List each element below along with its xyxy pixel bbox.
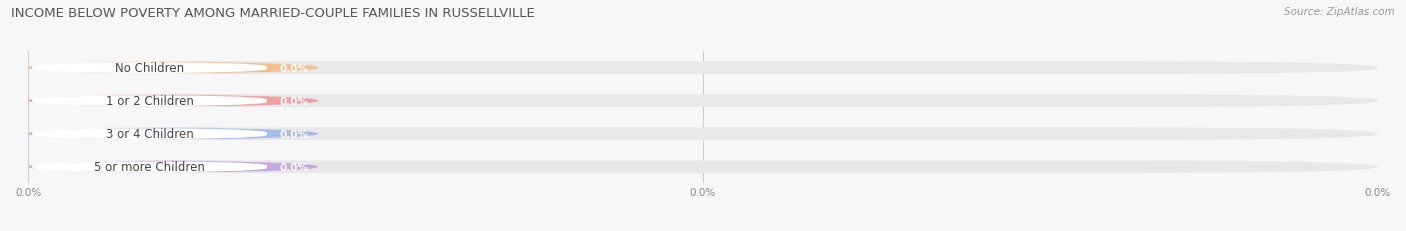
- Text: 3 or 4 Children: 3 or 4 Children: [105, 128, 194, 141]
- FancyBboxPatch shape: [32, 63, 267, 74]
- FancyBboxPatch shape: [28, 62, 1378, 75]
- FancyBboxPatch shape: [28, 95, 1378, 107]
- Text: 0.0%: 0.0%: [280, 162, 308, 172]
- FancyBboxPatch shape: [28, 128, 1378, 140]
- Text: 0.0%: 0.0%: [280, 96, 308, 106]
- FancyBboxPatch shape: [32, 95, 267, 107]
- FancyBboxPatch shape: [28, 62, 318, 75]
- Text: No Children: No Children: [115, 62, 184, 75]
- FancyBboxPatch shape: [32, 161, 267, 173]
- FancyBboxPatch shape: [28, 95, 318, 107]
- FancyBboxPatch shape: [32, 128, 267, 140]
- Text: 0.0%: 0.0%: [280, 63, 308, 73]
- Text: 1 or 2 Children: 1 or 2 Children: [105, 95, 194, 108]
- Text: INCOME BELOW POVERTY AMONG MARRIED-COUPLE FAMILIES IN RUSSELLVILLE: INCOME BELOW POVERTY AMONG MARRIED-COUPL…: [11, 7, 536, 20]
- FancyBboxPatch shape: [28, 161, 318, 173]
- FancyBboxPatch shape: [28, 128, 318, 140]
- FancyBboxPatch shape: [28, 161, 1378, 173]
- Text: 5 or more Children: 5 or more Children: [94, 161, 205, 173]
- Text: 0.0%: 0.0%: [280, 129, 308, 139]
- Text: Source: ZipAtlas.com: Source: ZipAtlas.com: [1284, 7, 1395, 17]
